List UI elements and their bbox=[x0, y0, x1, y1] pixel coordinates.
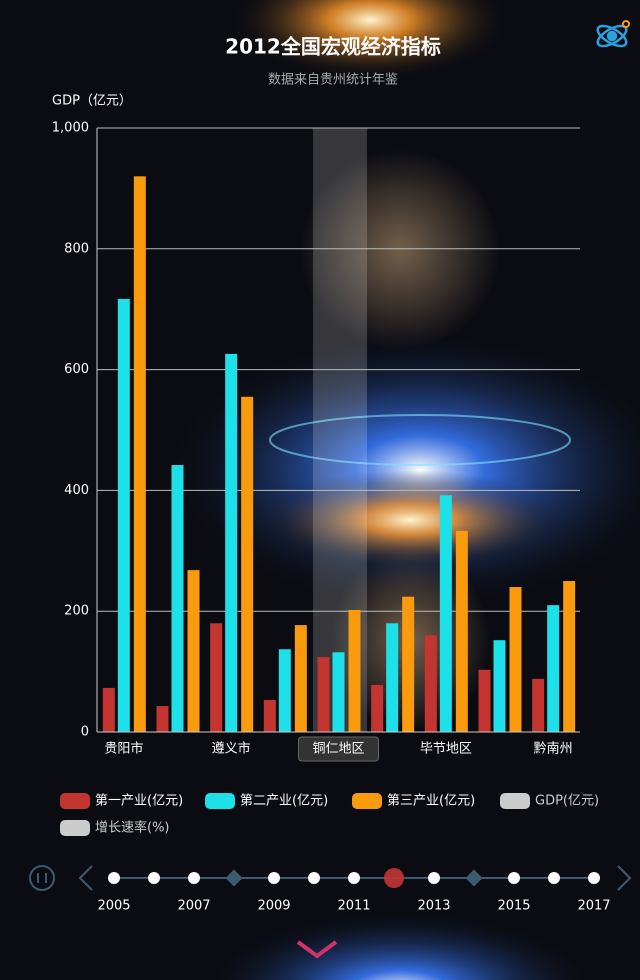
y-tick-label: 600 bbox=[64, 362, 89, 377]
timeline-dot[interactable] bbox=[108, 872, 120, 884]
chart-subtitle: 数据来自贵州统计年鉴 bbox=[268, 73, 398, 88]
legend-label[interactable]: GDP(亿元) bbox=[535, 794, 599, 809]
timeline-label: 2015 bbox=[497, 899, 530, 914]
chart-title: 2012全国宏观经济指标 bbox=[225, 35, 441, 59]
x-tick-label: 黔南州 bbox=[534, 741, 573, 757]
bar[interactable] bbox=[509, 587, 522, 732]
bg-glow bbox=[201, 910, 599, 980]
pause-icon bbox=[37, 873, 47, 883]
x-tick-label: 毕节地区 bbox=[420, 742, 472, 757]
bar[interactable] bbox=[493, 640, 506, 732]
timeline-label: 2009 bbox=[257, 899, 290, 914]
y-tick-label: 800 bbox=[64, 241, 89, 256]
bar[interactable] bbox=[348, 609, 361, 732]
timeline-current[interactable] bbox=[384, 868, 404, 888]
bar[interactable] bbox=[102, 687, 115, 732]
bar[interactable] bbox=[117, 298, 130, 732]
bar[interactable] bbox=[478, 669, 491, 732]
legend-swatch[interactable] bbox=[60, 793, 90, 809]
bar[interactable] bbox=[424, 635, 437, 732]
bar[interactable] bbox=[241, 396, 254, 732]
x-tick-label: 遵义市 bbox=[212, 741, 251, 757]
bar[interactable] bbox=[547, 605, 560, 732]
bar[interactable] bbox=[187, 570, 200, 732]
bar[interactable] bbox=[294, 625, 307, 732]
timeline-dot[interactable] bbox=[148, 872, 160, 884]
x-tick-label: 铜仁地区 bbox=[312, 742, 364, 757]
timeline-label: 2007 bbox=[177, 899, 210, 914]
timeline-label: 2005 bbox=[97, 899, 130, 914]
axis-pointer-label bbox=[298, 736, 379, 762]
timeline-marker[interactable] bbox=[225, 869, 243, 887]
y-tick-label: 0 bbox=[81, 725, 89, 740]
bar[interactable] bbox=[317, 657, 330, 732]
x-tick-label: 贵阳市 bbox=[104, 741, 143, 757]
bar[interactable] bbox=[439, 495, 452, 732]
bg-glow bbox=[260, 470, 560, 570]
timeline-dot[interactable] bbox=[428, 872, 440, 884]
legend-swatch[interactable] bbox=[500, 793, 530, 809]
bar[interactable] bbox=[210, 623, 223, 732]
scroll-hint[interactable] bbox=[296, 940, 338, 959]
y-tick-label: 200 bbox=[64, 604, 89, 619]
legend-label[interactable]: 增长速率(%) bbox=[95, 820, 170, 836]
timeline-label: 2013 bbox=[417, 899, 450, 914]
bar[interactable] bbox=[402, 596, 415, 732]
bar[interactable] bbox=[263, 699, 276, 732]
legend-swatch[interactable] bbox=[205, 793, 235, 809]
timeline-dot[interactable] bbox=[188, 872, 200, 884]
timeline-marker[interactable] bbox=[465, 869, 483, 887]
bar[interactable] bbox=[225, 353, 238, 732]
pause-button[interactable] bbox=[29, 865, 55, 891]
next-button[interactable] bbox=[617, 865, 632, 891]
bar[interactable] bbox=[371, 684, 384, 732]
timeline-dot[interactable] bbox=[588, 872, 600, 884]
timeline-dot[interactable] bbox=[508, 872, 520, 884]
legend-label[interactable]: 第二产业(亿元) bbox=[240, 794, 328, 809]
timeline-dot[interactable] bbox=[548, 872, 560, 884]
bar[interactable] bbox=[171, 465, 184, 732]
legend-swatch[interactable] bbox=[352, 793, 382, 809]
timeline-label: 2017 bbox=[577, 899, 610, 914]
y-tick-label: 400 bbox=[64, 483, 89, 498]
prev-button[interactable] bbox=[78, 865, 93, 891]
y-tick-label: 1,000 bbox=[52, 121, 89, 136]
legend-label[interactable]: 第三产业(亿元) bbox=[387, 794, 475, 809]
bar[interactable] bbox=[563, 581, 576, 732]
legend-swatch[interactable] bbox=[60, 820, 90, 836]
logo[interactable] bbox=[595, 20, 630, 50]
bar[interactable] bbox=[332, 652, 345, 732]
bg-ring bbox=[269, 414, 571, 466]
bg-globe bbox=[300, 150, 500, 350]
bg-glow bbox=[230, 0, 510, 80]
timeline-dot[interactable] bbox=[308, 872, 320, 884]
bar[interactable] bbox=[386, 623, 399, 732]
y-axis-label: GDP（亿元） bbox=[52, 94, 132, 109]
timeline-label: 2011 bbox=[337, 899, 370, 914]
bar[interactable] bbox=[133, 176, 146, 732]
bar[interactable] bbox=[455, 530, 468, 732]
legend-label[interactable]: 第一产业(亿元) bbox=[95, 794, 183, 809]
timeline-dot[interactable] bbox=[348, 872, 360, 884]
bar[interactable] bbox=[532, 678, 545, 732]
bar[interactable] bbox=[278, 649, 291, 732]
bar[interactable] bbox=[156, 706, 169, 732]
timeline-dot[interactable] bbox=[268, 872, 280, 884]
